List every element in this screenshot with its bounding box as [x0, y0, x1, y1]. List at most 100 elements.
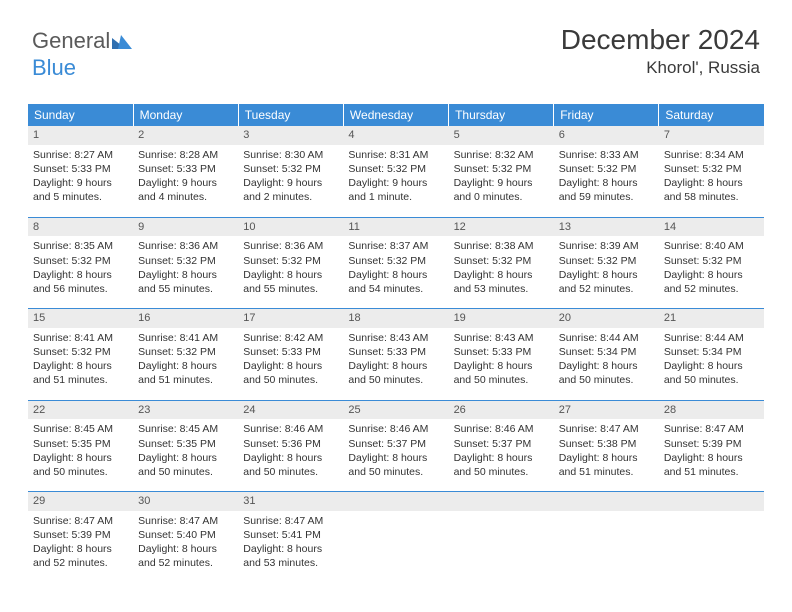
sunrise-text: Sunrise: 8:30 AM: [243, 148, 338, 162]
daylight-text: Daylight: 8 hours and 50 minutes.: [559, 359, 654, 387]
day-number: 11: [343, 218, 448, 237]
sunset-text: Sunset: 5:39 PM: [664, 437, 759, 451]
day-details: Sunrise: 8:36 AMSunset: 5:32 PMDaylight:…: [238, 236, 343, 308]
sunset-text: Sunset: 5:39 PM: [33, 528, 128, 542]
sunset-text: Sunset: 5:32 PM: [454, 254, 549, 268]
day-details: Sunrise: 8:36 AMSunset: 5:32 PMDaylight:…: [133, 236, 238, 308]
sunrise-text: Sunrise: 8:31 AM: [348, 148, 443, 162]
daylight-text: Daylight: 8 hours and 50 minutes.: [243, 359, 338, 387]
daylight-text: Daylight: 8 hours and 50 minutes.: [348, 451, 443, 479]
day-number: 7: [659, 126, 764, 145]
day-number: 27: [554, 401, 659, 420]
calendar-cell: 25Sunrise: 8:46 AMSunset: 5:37 PMDayligh…: [343, 400, 448, 492]
day-number: 2: [133, 126, 238, 145]
day-details: Sunrise: 8:45 AMSunset: 5:35 PMDaylight:…: [28, 419, 133, 491]
day-number: 4: [343, 126, 448, 145]
daylight-text: Daylight: 8 hours and 50 minutes.: [33, 451, 128, 479]
sunset-text: Sunset: 5:32 PM: [664, 162, 759, 176]
day-number: 17: [238, 309, 343, 328]
calendar-cell: 28Sunrise: 8:47 AMSunset: 5:39 PMDayligh…: [659, 400, 764, 492]
day-details: Sunrise: 8:44 AMSunset: 5:34 PMDaylight:…: [554, 328, 659, 400]
day-number-empty: [659, 492, 764, 511]
calendar-cell: 31Sunrise: 8:47 AMSunset: 5:41 PMDayligh…: [238, 492, 343, 583]
sunset-text: Sunset: 5:32 PM: [348, 162, 443, 176]
day-number-empty: [449, 492, 554, 511]
sunrise-text: Sunrise: 8:47 AM: [33, 514, 128, 528]
sunrise-text: Sunrise: 8:47 AM: [559, 422, 654, 436]
weekday-tuesday: Tuesday: [238, 104, 343, 126]
weekday-monday: Monday: [133, 104, 238, 126]
sunrise-text: Sunrise: 8:46 AM: [454, 422, 549, 436]
day-number: 30: [133, 492, 238, 511]
calendar-cell: 15Sunrise: 8:41 AMSunset: 5:32 PMDayligh…: [28, 309, 133, 401]
day-number-empty: [554, 492, 659, 511]
day-details: Sunrise: 8:43 AMSunset: 5:33 PMDaylight:…: [343, 328, 448, 400]
day-number: 10: [238, 218, 343, 237]
calendar-cell: 12Sunrise: 8:38 AMSunset: 5:32 PMDayligh…: [449, 217, 554, 309]
daylight-text: Daylight: 9 hours and 4 minutes.: [138, 176, 233, 204]
day-number: 26: [449, 401, 554, 420]
daylight-text: Daylight: 8 hours and 52 minutes.: [33, 542, 128, 570]
day-number: 6: [554, 126, 659, 145]
day-details: Sunrise: 8:33 AMSunset: 5:32 PMDaylight:…: [554, 145, 659, 217]
day-details: Sunrise: 8:46 AMSunset: 5:36 PMDaylight:…: [238, 419, 343, 491]
day-details: Sunrise: 8:39 AMSunset: 5:32 PMDaylight:…: [554, 236, 659, 308]
day-number: 9: [133, 218, 238, 237]
day-details: Sunrise: 8:30 AMSunset: 5:32 PMDaylight:…: [238, 145, 343, 217]
calendar-cell: 1Sunrise: 8:27 AMSunset: 5:33 PMDaylight…: [28, 126, 133, 217]
weekday-header-row: Sunday Monday Tuesday Wednesday Thursday…: [28, 104, 764, 126]
daylight-text: Daylight: 8 hours and 51 minutes.: [138, 359, 233, 387]
calendar-cell: 10Sunrise: 8:36 AMSunset: 5:32 PMDayligh…: [238, 217, 343, 309]
calendar-cell: 5Sunrise: 8:32 AMSunset: 5:32 PMDaylight…: [449, 126, 554, 217]
daylight-text: Daylight: 8 hours and 52 minutes.: [138, 542, 233, 570]
sunrise-text: Sunrise: 8:37 AM: [348, 239, 443, 253]
calendar-cell: 16Sunrise: 8:41 AMSunset: 5:32 PMDayligh…: [133, 309, 238, 401]
day-details: Sunrise: 8:31 AMSunset: 5:32 PMDaylight:…: [343, 145, 448, 217]
sunrise-text: Sunrise: 8:47 AM: [138, 514, 233, 528]
weekday-wednesday: Wednesday: [343, 104, 448, 126]
calendar-cell: 22Sunrise: 8:45 AMSunset: 5:35 PMDayligh…: [28, 400, 133, 492]
sunset-text: Sunset: 5:32 PM: [138, 254, 233, 268]
sunset-text: Sunset: 5:32 PM: [243, 254, 338, 268]
calendar-cell: 30Sunrise: 8:47 AMSunset: 5:40 PMDayligh…: [133, 492, 238, 583]
daylight-text: Daylight: 8 hours and 53 minutes.: [243, 542, 338, 570]
calendar-cell: 2Sunrise: 8:28 AMSunset: 5:33 PMDaylight…: [133, 126, 238, 217]
sunset-text: Sunset: 5:32 PM: [559, 254, 654, 268]
day-details: Sunrise: 8:27 AMSunset: 5:33 PMDaylight:…: [28, 145, 133, 217]
sunset-text: Sunset: 5:41 PM: [243, 528, 338, 542]
sunrise-text: Sunrise: 8:44 AM: [664, 331, 759, 345]
calendar-cell: 17Sunrise: 8:42 AMSunset: 5:33 PMDayligh…: [238, 309, 343, 401]
sunrise-text: Sunrise: 8:41 AM: [33, 331, 128, 345]
sunset-text: Sunset: 5:32 PM: [348, 254, 443, 268]
sunrise-text: Sunrise: 8:33 AM: [559, 148, 654, 162]
day-details: Sunrise: 8:37 AMSunset: 5:32 PMDaylight:…: [343, 236, 448, 308]
day-details: Sunrise: 8:41 AMSunset: 5:32 PMDaylight:…: [28, 328, 133, 400]
day-details: Sunrise: 8:46 AMSunset: 5:37 PMDaylight:…: [343, 419, 448, 491]
location-label: Khorol', Russia: [561, 58, 760, 78]
sunrise-text: Sunrise: 8:43 AM: [348, 331, 443, 345]
daylight-text: Daylight: 8 hours and 50 minutes.: [348, 359, 443, 387]
daylight-text: Daylight: 8 hours and 51 minutes.: [664, 451, 759, 479]
daylight-text: Daylight: 8 hours and 51 minutes.: [559, 451, 654, 479]
day-number: 24: [238, 401, 343, 420]
sunset-text: Sunset: 5:34 PM: [664, 345, 759, 359]
day-details: Sunrise: 8:47 AMSunset: 5:40 PMDaylight:…: [133, 511, 238, 583]
day-number: 13: [554, 218, 659, 237]
calendar-cell: 7Sunrise: 8:34 AMSunset: 5:32 PMDaylight…: [659, 126, 764, 217]
weekday-friday: Friday: [554, 104, 659, 126]
sunset-text: Sunset: 5:37 PM: [348, 437, 443, 451]
day-number: 31: [238, 492, 343, 511]
day-number: 8: [28, 218, 133, 237]
calendar-cell: 24Sunrise: 8:46 AMSunset: 5:36 PMDayligh…: [238, 400, 343, 492]
calendar-cell: 3Sunrise: 8:30 AMSunset: 5:32 PMDaylight…: [238, 126, 343, 217]
calendar-cell: 9Sunrise: 8:36 AMSunset: 5:32 PMDaylight…: [133, 217, 238, 309]
day-number: 5: [449, 126, 554, 145]
day-number: 23: [133, 401, 238, 420]
calendar-cell: 6Sunrise: 8:33 AMSunset: 5:32 PMDaylight…: [554, 126, 659, 217]
day-details: Sunrise: 8:41 AMSunset: 5:32 PMDaylight:…: [133, 328, 238, 400]
daylight-text: Daylight: 9 hours and 0 minutes.: [454, 176, 549, 204]
daylight-text: Daylight: 8 hours and 55 minutes.: [243, 268, 338, 296]
calendar-cell: 26Sunrise: 8:46 AMSunset: 5:37 PMDayligh…: [449, 400, 554, 492]
sunset-text: Sunset: 5:34 PM: [559, 345, 654, 359]
calendar-cell: 29Sunrise: 8:47 AMSunset: 5:39 PMDayligh…: [28, 492, 133, 583]
